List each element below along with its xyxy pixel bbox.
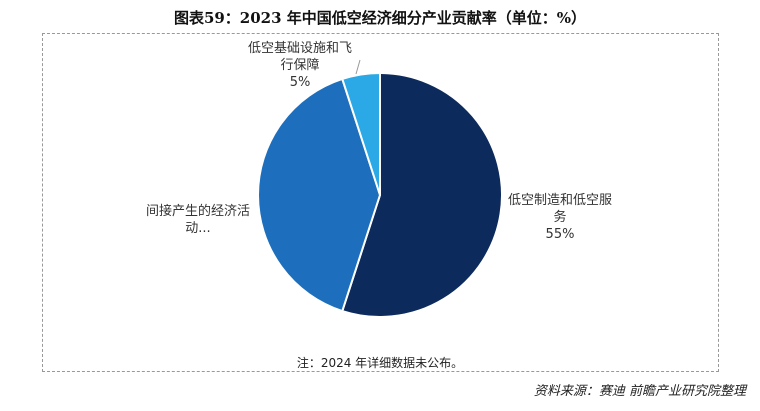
chart-title: 图表59：2023 年中国低空经济细分产业贡献率（单位：%） [173,9,587,27]
note: 注：2024 年详细数据未公布。 [296,356,464,370]
category-label: 低空基础设施和飞行保障 [247,41,352,73]
category-label: 间接产生的经济活动... [145,204,250,236]
slice-label: 间接产生的经济活动... [140,203,256,237]
slice-label: 低空制造和低空服务 55% [508,192,612,243]
source: 资料来源：赛迪 前瞻产业研究院整理 [533,384,746,399]
pie-slice [257,77,382,313]
leader-line [355,59,361,75]
slice-label: 低空基础设施和飞行保障 5% [246,40,354,91]
pie-slice [341,71,381,196]
category-label: 低空制造和低空服务 [508,193,613,225]
value-label: 55% [545,227,575,242]
value-label: 5% [289,75,311,90]
chart-frame [42,33,719,372]
pie-slice [341,71,503,318]
